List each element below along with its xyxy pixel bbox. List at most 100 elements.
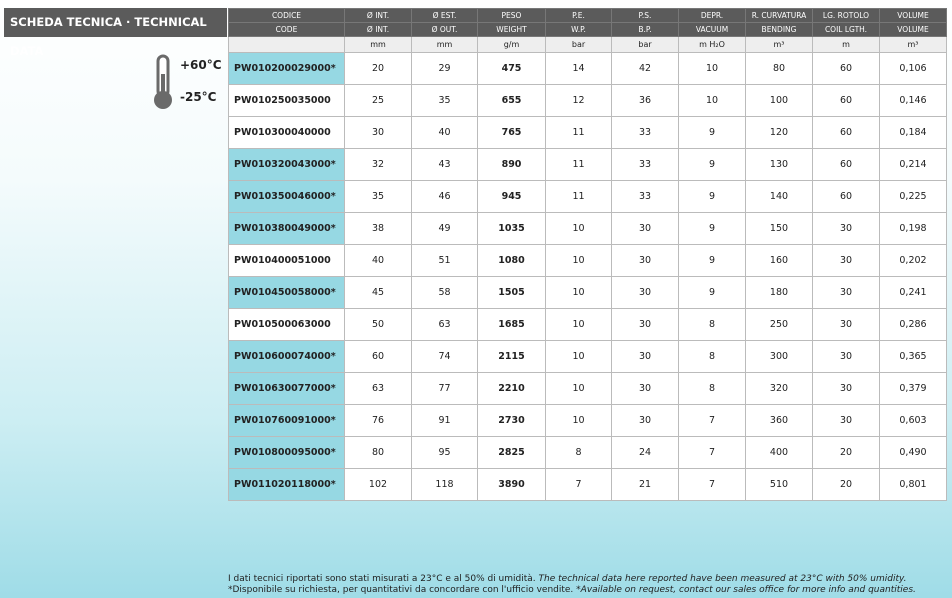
value-cell: 40 (411, 116, 478, 149)
data-row: PW010450058000* 45 58 1505 10 30 9 180 30 0,241 (228, 276, 947, 309)
units-cell (228, 36, 345, 53)
value-cell: 30 (611, 276, 679, 309)
value-cell: 2115 (477, 340, 546, 373)
value-cell: 14 (545, 52, 612, 85)
value-cell: 9 (678, 180, 746, 213)
value-cell: 35 (411, 84, 478, 117)
code-cell: PW010380049000* (228, 212, 345, 245)
value-cell: 10 (545, 340, 612, 373)
value-cell: 510 (745, 468, 813, 501)
value-cell: 10 (545, 404, 612, 437)
value-cell: 8 (678, 308, 746, 341)
header-cell: Ø INT. (344, 8, 412, 23)
header-row: CODE Ø INT. Ø OUT. WEIGHT W.P. B.P. VACUUM BEND… (228, 22, 947, 37)
value-cell: 102 (344, 468, 412, 501)
units-cell: mm (411, 36, 478, 53)
value-cell: 33 (611, 148, 679, 181)
value-cell: 400 (745, 436, 813, 469)
value-cell: 1080 (477, 244, 546, 277)
value-cell: 40 (344, 244, 412, 277)
value-cell: 50 (344, 308, 412, 341)
header-cell: VACUUM (678, 22, 746, 37)
value-cell: 0,379 (879, 372, 947, 405)
value-cell: 30 (611, 404, 679, 437)
value-cell: 80 (344, 436, 412, 469)
header-cell: B.P. (611, 22, 679, 37)
footnote-it: I dati tecnici riportati sono stati misu… (228, 574, 536, 584)
value-cell: 1685 (477, 308, 546, 341)
value-cell: 0,198 (879, 212, 947, 245)
value-cell: 30 (812, 244, 880, 277)
value-cell: 120 (745, 116, 813, 149)
value-cell: 9 (678, 244, 746, 277)
header-cell: VOLUME (879, 22, 947, 37)
data-row: PW010630077000* 63 77 2210 10 30 8 320 30 0,379 (228, 372, 947, 405)
value-cell: 8 (678, 372, 746, 405)
value-cell: 30 (344, 116, 412, 149)
code-cell: PW010250035000 (228, 84, 345, 117)
value-cell: 0,225 (879, 180, 947, 213)
value-cell: 0,146 (879, 84, 947, 117)
units-cell: m³ (745, 36, 813, 53)
value-cell: 10 (545, 372, 612, 405)
value-cell: 10 (545, 244, 612, 277)
data-row: PW010380049000* 38 49 1035 10 30 9 150 30 0,198 (228, 212, 947, 245)
code-cell: PW010320043000* (228, 148, 345, 181)
value-cell: 63 (344, 372, 412, 405)
value-cell: 0,603 (879, 404, 947, 437)
data-row: PW010300040000 30 40 765 11 33 9 120 60 0,184 (228, 116, 947, 149)
footnote-en: *Available on request, contact our sales… (576, 585, 916, 595)
header-cell: P.S. (611, 8, 679, 23)
value-cell: 60 (812, 116, 880, 149)
value-cell: 100 (745, 84, 813, 117)
value-cell: 150 (745, 212, 813, 245)
value-cell: 0,214 (879, 148, 947, 181)
value-cell: 58 (411, 276, 478, 309)
code-cell: PW011020118000* (228, 468, 345, 501)
value-cell: 33 (611, 116, 679, 149)
value-cell: 63 (411, 308, 478, 341)
value-cell: 10 (545, 212, 612, 245)
value-cell: 0,801 (879, 468, 947, 501)
value-cell: 11 (545, 180, 612, 213)
code-cell: PW010500063000 (228, 308, 345, 341)
value-cell: 45 (344, 276, 412, 309)
code-cell: PW010800095000* (228, 436, 345, 469)
value-cell: 30 (611, 308, 679, 341)
value-cell: 2825 (477, 436, 546, 469)
value-cell: 2210 (477, 372, 546, 405)
value-cell: 30 (812, 276, 880, 309)
value-cell: 38 (344, 212, 412, 245)
value-cell: 74 (411, 340, 478, 373)
data-row: PW010320043000* 32 43 890 11 33 9 130 60 0,214 (228, 148, 947, 181)
value-cell: 160 (745, 244, 813, 277)
value-cell: 20 (344, 52, 412, 85)
thermometer-icon (154, 54, 172, 109)
value-cell: 46 (411, 180, 478, 213)
value-cell: 95 (411, 436, 478, 469)
header-cell: P.E. (545, 8, 612, 23)
value-cell: 77 (411, 372, 478, 405)
value-cell: 30 (812, 404, 880, 437)
code-cell: PW010760091000* (228, 404, 345, 437)
data-row: PW011020118000* 102 118 3890 7 21 7 510 20 0,801 (228, 468, 947, 501)
value-cell: 475 (477, 52, 546, 85)
value-cell: 9 (678, 116, 746, 149)
code-cell: PW010630077000* (228, 372, 345, 405)
value-cell: 0,106 (879, 52, 947, 85)
value-cell: 11 (545, 116, 612, 149)
data-row: PW010200029000* 20 29 475 14 42 10 80 60 0,106 (228, 52, 947, 85)
units-cell: bar (611, 36, 679, 53)
value-cell: 30 (611, 372, 679, 405)
units-cell: mm (344, 36, 412, 53)
value-cell: 43 (411, 148, 478, 181)
header-cell: Ø EST. (411, 8, 478, 23)
data-row: PW010500063000 50 63 1685 10 30 8 250 30 0,286 (228, 308, 947, 341)
value-cell: 1035 (477, 212, 546, 245)
value-cell: 2730 (477, 404, 546, 437)
code-cell: PW010300040000 (228, 116, 345, 149)
value-cell: 29 (411, 52, 478, 85)
data-row: PW010400051000 40 51 1080 10 30 9 160 30 0,202 (228, 244, 947, 277)
value-cell: 60 (344, 340, 412, 373)
value-cell: 7 (678, 468, 746, 501)
